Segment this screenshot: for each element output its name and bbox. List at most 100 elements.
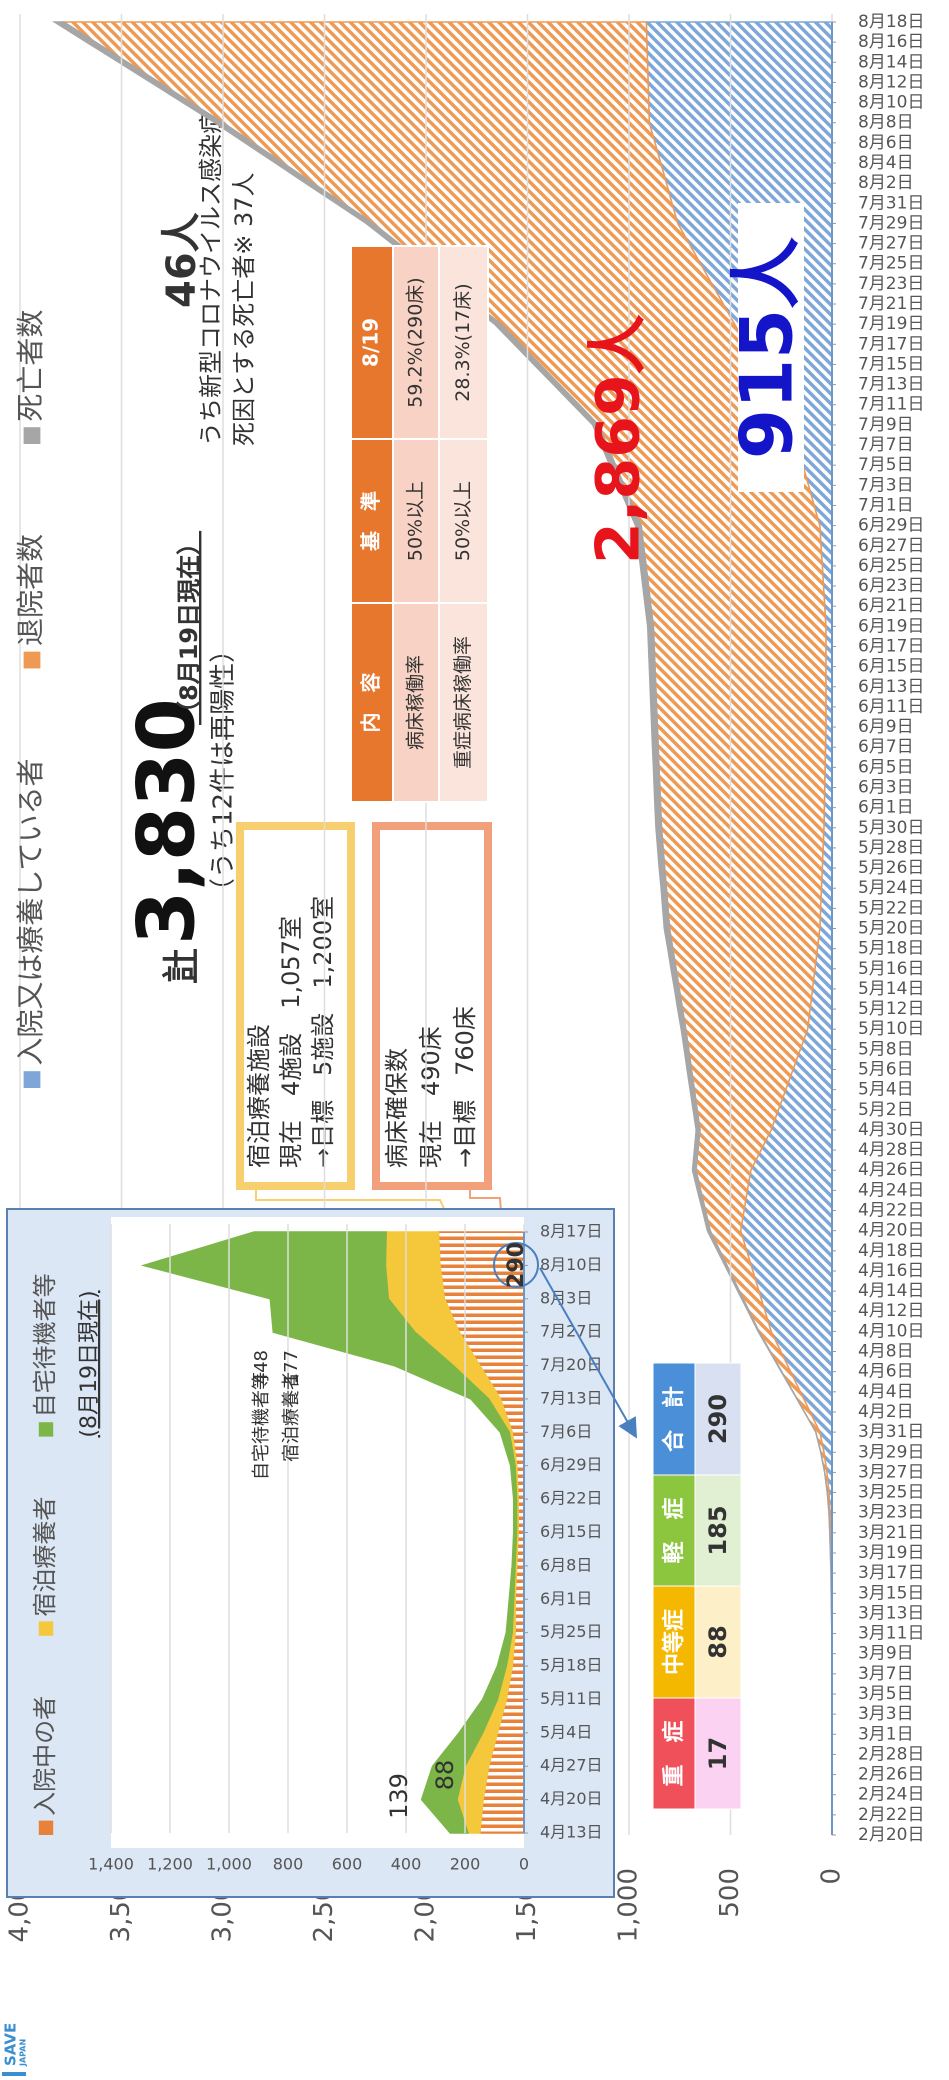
hotel-box [236, 822, 355, 1190]
y-tick-label: 800 [273, 1855, 304, 1874]
x-tick-label: 7月27日 [540, 1322, 603, 1341]
table-text: 59.2%(290床) [405, 277, 427, 407]
x-tick-label: 7月9日 [858, 415, 914, 435]
x-tick-label: 7月31日 [858, 193, 924, 213]
x-tick-label: 4月12日 [858, 1301, 924, 1321]
x-tick-label: 5月11日 [540, 1689, 603, 1708]
table-header: 合 計 [661, 1386, 687, 1452]
inset-subtitle: (8月19日現在) [77, 1290, 102, 1437]
x-tick-label: 5月2日 [858, 1100, 914, 1120]
x-tick-label: 4月16日 [858, 1261, 924, 1281]
areas [51, 21, 833, 1835]
x-tick-label: 8月4日 [858, 153, 914, 173]
value-label: 177 [281, 1350, 302, 1384]
x-tick-label: 7月29日 [858, 213, 924, 233]
x-tick-label: 6月22日 [540, 1489, 603, 1508]
x-tick-label: 5月22日 [858, 898, 924, 918]
legend-swatch [23, 651, 41, 669]
x-tick-label: 6月17日 [858, 636, 924, 656]
x-tick-label: 3月21日 [858, 1523, 924, 1543]
x-tick-label: 3月7日 [858, 1664, 914, 1684]
x-tick-label: 7月3日 [858, 475, 914, 495]
x-tick-label: 7月1日 [858, 495, 914, 515]
x-tick-label: 8月14日 [858, 52, 924, 72]
x-tick-label: 4月18日 [858, 1241, 924, 1261]
x-tick-label: 8月10日 [540, 1255, 603, 1274]
x-tick-label: 4月4日 [858, 1382, 914, 1402]
inset-note: 宿泊療養者 [281, 1372, 302, 1462]
x-tick-label: 3月5日 [858, 1684, 914, 1704]
x-tick-label: 3月31日 [858, 1422, 924, 1442]
x-tick-label: 6月1日 [540, 1589, 592, 1608]
x-tick-label: 4月20日 [540, 1789, 603, 1808]
x-tick-label: 4月26日 [858, 1160, 924, 1180]
table-cell [438, 245, 489, 440]
death-note: うち新型コロナウイルス感染症を [197, 86, 225, 446]
x-tick-label: 6月23日 [858, 576, 924, 596]
x-tick-label: 8月8日 [858, 113, 914, 133]
x-tick-label: 5月25日 [540, 1622, 603, 1641]
x-tick-label: 3月29日 [858, 1442, 924, 1462]
value-label: 2,869人 [584, 314, 654, 564]
legend-label: 入院又は療養している者 [14, 758, 47, 1065]
x-tick-label: 4月13日 [540, 1823, 603, 1842]
x-tick-label: 4月10日 [858, 1321, 924, 1341]
x-tick-label: 6月13日 [858, 677, 924, 697]
table-text: 28.3%(17床) [452, 283, 474, 401]
x-tick-label: 7月7日 [858, 435, 914, 455]
y-tick-label: 1,400 [88, 1855, 134, 1874]
box-title: 病床確保数 [383, 1048, 411, 1168]
table-header: 重 症 [661, 1720, 687, 1786]
bed-box [372, 822, 492, 1190]
table-header: 8/19 [359, 318, 383, 367]
x-tick-label: 5月6日 [858, 1060, 914, 1080]
table-text: 重症病床稼働率 [452, 636, 474, 769]
x-tick-label: 2月22日 [858, 1805, 924, 1825]
area [140, 1231, 518, 1834]
x-tick-label: 7月6日 [540, 1422, 592, 1441]
table-value: 290 [704, 1394, 732, 1444]
legend-swatch [38, 1621, 54, 1636]
logo-text: JAPAN [19, 2039, 28, 2067]
x-tick-label: 3月1日 [858, 1724, 914, 1744]
box-line: 現在 4施設 1,057室 [277, 916, 305, 1168]
value-label: 88 [431, 1760, 459, 1791]
x-tick-label: 5月18日 [858, 939, 924, 959]
x-tick-label: 4月28日 [858, 1140, 924, 1160]
table-text: 50%以上 [405, 481, 427, 561]
x-tick-label: 5月30日 [858, 818, 924, 838]
y-tick-label: 1,000 [614, 1868, 644, 1942]
x-tick-label: 5月14日 [858, 979, 924, 999]
table-header: 基 準 [359, 491, 383, 551]
total-value: 3,830 [122, 698, 212, 945]
x-tick-label: 6月29日 [858, 516, 924, 536]
table-cell [694, 1362, 742, 1476]
legend-swatch [38, 1820, 54, 1835]
x-tick-label: 6月7日 [858, 737, 914, 757]
x-tick-label: 3月19日 [858, 1543, 924, 1563]
logo-bar [2, 2072, 26, 2076]
box-line: 現在 490床 [417, 1026, 445, 1168]
total-prefix: 計 [161, 949, 201, 983]
x-tick-label: 8月2日 [858, 173, 914, 193]
legend-swatch [23, 1071, 41, 1088]
value-label: 139 [385, 1773, 413, 1819]
x-tick-label: 2月28日 [858, 1744, 924, 1764]
x-tick-label: 8月10日 [858, 93, 924, 113]
x-tick-label: 5月10日 [858, 1019, 924, 1039]
y-tick-label: 600 [332, 1855, 363, 1874]
x-tick-label: 4月22日 [858, 1201, 924, 1221]
x-tick-label: 3月9日 [858, 1644, 914, 1664]
value-label: 915人 [725, 237, 809, 459]
area [51, 21, 833, 1835]
death-note: 死因とする死亡者※ 37人 [230, 172, 258, 446]
x-tick-label: 7月17日 [858, 334, 924, 354]
logo: SAVE JAPAN [2, 2023, 28, 2076]
x-tick-label: 6月8日 [540, 1555, 592, 1574]
table-header: 軽 症 [661, 1497, 687, 1563]
legend-label: 宿泊療養者 [31, 1497, 59, 1617]
x-tick-label: 4月6日 [858, 1362, 914, 1382]
table-text: 50%以上 [452, 481, 474, 561]
x-tick-label: 8月12日 [858, 72, 924, 92]
